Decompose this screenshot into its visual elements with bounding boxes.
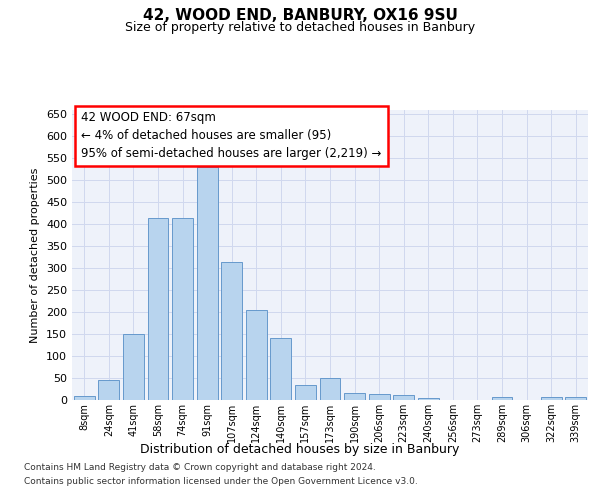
Bar [98, 380, 119, 400]
Bar [148, 218, 169, 400]
Bar [295, 384, 316, 400]
Bar [271, 338, 292, 400]
Bar [368, 394, 389, 400]
Bar [541, 397, 562, 400]
Bar [221, 262, 242, 400]
Bar [74, 396, 95, 400]
Bar [197, 167, 218, 400]
Bar [418, 398, 439, 400]
Text: Contains HM Land Registry data © Crown copyright and database right 2024.: Contains HM Land Registry data © Crown c… [24, 464, 376, 472]
Bar [344, 394, 365, 400]
Bar [491, 397, 512, 400]
Text: 42 WOOD END: 67sqm
← 4% of detached houses are smaller (95)
95% of semi-detached: 42 WOOD END: 67sqm ← 4% of detached hous… [81, 112, 382, 160]
Y-axis label: Number of detached properties: Number of detached properties [31, 168, 40, 342]
Text: Size of property relative to detached houses in Banbury: Size of property relative to detached ho… [125, 21, 475, 34]
Bar [565, 397, 586, 400]
Bar [320, 378, 340, 400]
Bar [393, 394, 414, 400]
Text: Contains public sector information licensed under the Open Government Licence v3: Contains public sector information licen… [24, 477, 418, 486]
Bar [172, 218, 193, 400]
Bar [246, 310, 267, 400]
Text: Distribution of detached houses by size in Banbury: Distribution of detached houses by size … [140, 442, 460, 456]
Bar [123, 334, 144, 400]
Text: 42, WOOD END, BANBURY, OX16 9SU: 42, WOOD END, BANBURY, OX16 9SU [143, 8, 457, 22]
